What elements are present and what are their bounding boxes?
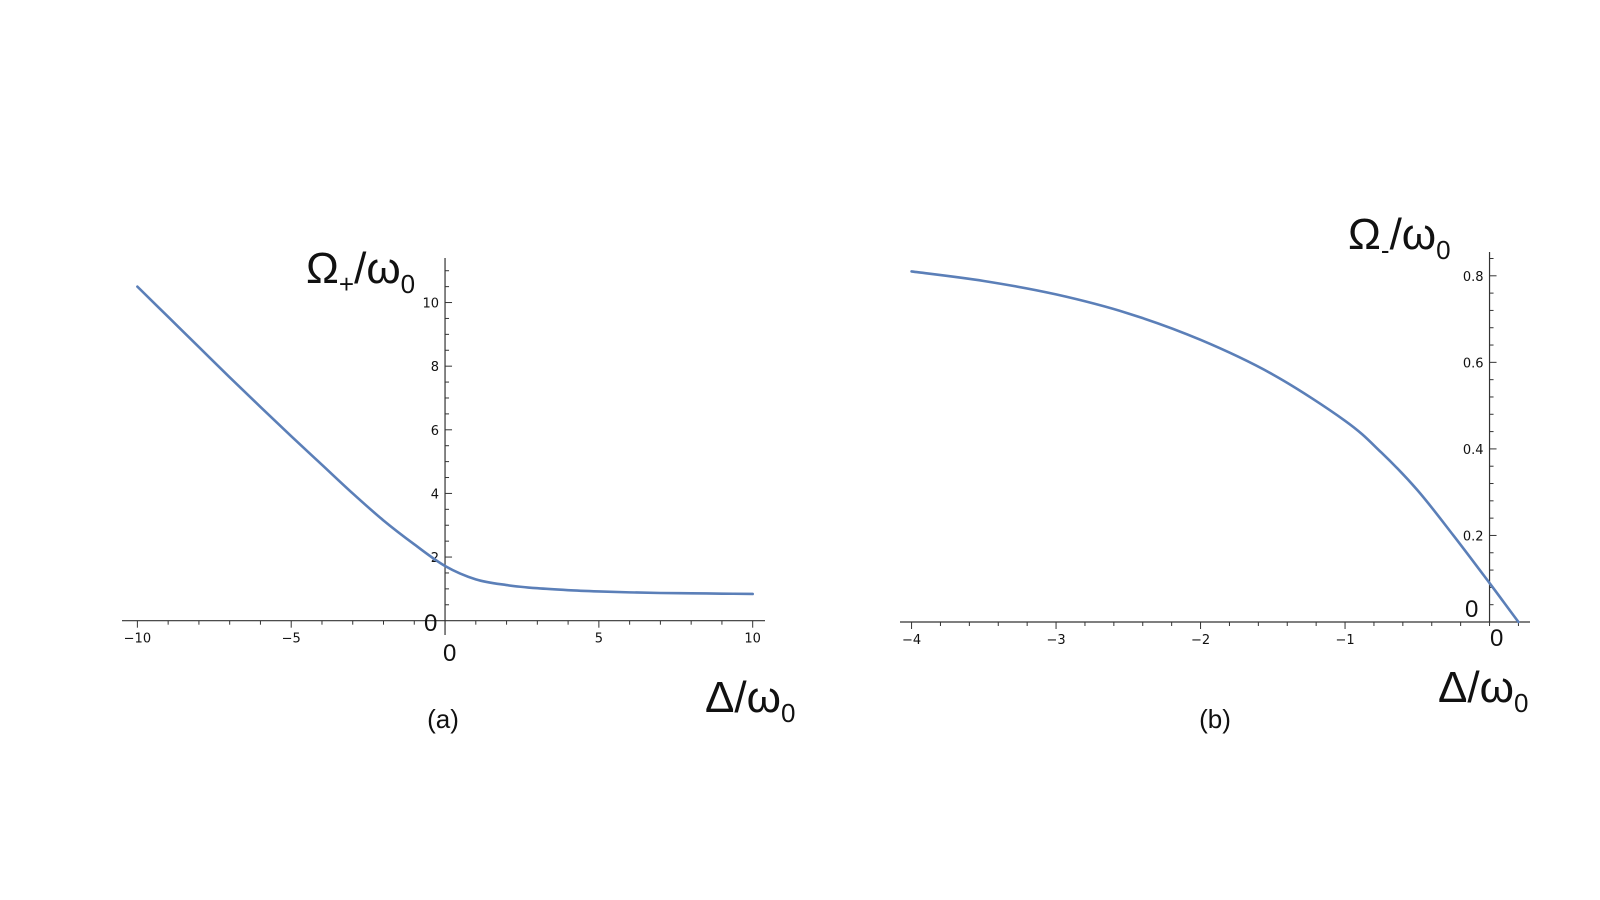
b-y-tick-label: 0.6 [1463,356,1484,371]
panel-a-y-axis-label: Ω+/ω0 [306,244,415,299]
panel-a-origin-x-label: 0 [443,640,456,667]
panel-b-y-axis-label: Ω-/ω0 [1348,210,1451,265]
panel-a-x-ticks [136,620,754,628]
a-x-tick-label: −10 [124,632,151,647]
panel-b: −4 −3 −2 −1 0.2 0.4 0.6 0.8 0 0 Ω-/ω0 Δ/ω0 (b) [900,210,1530,734]
a-y-tick-label: 4 [431,487,439,502]
b-y-tick-label: 0.4 [1463,443,1484,458]
b-x-tick-label: −4 [902,633,921,648]
panel-a-x-axis-label: Δ/ω0 [705,673,795,728]
a-y-tick-label: 6 [431,424,439,439]
b-x-tick-label: −1 [1335,633,1354,648]
a-x-tick-label: 10 [744,632,761,647]
a-y-tick-label: 10 [422,297,439,312]
panel-a-origin-y-label: 0 [424,610,437,637]
panel-b-origin-y-label: 0 [1465,596,1478,623]
b-y-tick-label: 0.2 [1463,529,1484,544]
panel-b-y-ticks [1489,257,1497,606]
panel-b-origin-x-label: 0 [1490,625,1503,652]
panel-b-x-axis-label: Δ/ω0 [1438,663,1528,718]
panel-a-series-line [136,285,754,596]
panel-a-caption: (a) [427,704,459,734]
panel-b-y-tick-labels: 0.2 0.4 0.6 0.8 [1463,270,1484,545]
a-x-tick-label: −5 [282,632,301,647]
panel-b-caption: (b) [1199,704,1231,734]
b-x-tick-label: −2 [1191,633,1210,648]
panel-a-x-tick-labels: −10 −5 5 10 [124,632,761,647]
panel-b-x-tick-labels: −4 −3 −2 −1 [902,633,1355,648]
b-y-tick-label: 0.8 [1463,270,1484,285]
panel-b-series-line [910,270,1520,624]
panel-a-y-ticks [445,270,453,606]
a-x-tick-label: 5 [595,632,603,647]
b-x-tick-label: −3 [1046,633,1065,648]
panel-b-x-ticks [911,622,1519,629]
a-y-tick-label: 8 [431,360,439,375]
